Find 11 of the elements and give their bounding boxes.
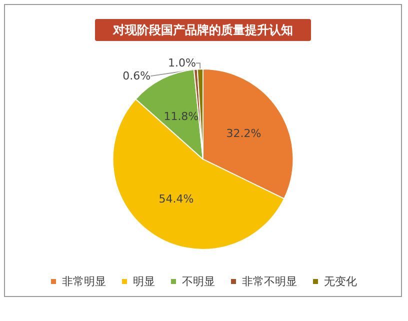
- legend-label: 非常明显: [62, 275, 106, 288]
- legend-label: 无变化: [324, 275, 357, 288]
- data-label: 0.6%: [122, 70, 151, 83]
- legend-label: 非常不明显: [242, 275, 297, 288]
- data-label: 32.2%: [226, 127, 262, 140]
- data-label: 1.0%: [168, 56, 196, 70]
- legend-label: 明显: [133, 275, 155, 288]
- data-label: 11.8%: [164, 110, 199, 123]
- chart-title: 对现阶段国产品牌的质量提升认知: [112, 23, 293, 37]
- legend-label: 不明显: [182, 275, 215, 288]
- data-label: 54.4%: [158, 192, 194, 206]
